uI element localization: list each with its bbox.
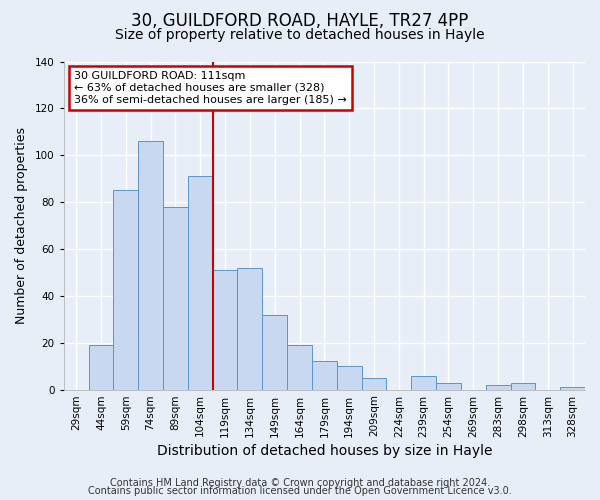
Text: Size of property relative to detached houses in Hayle: Size of property relative to detached ho… bbox=[115, 28, 485, 42]
Bar bbox=[486, 385, 511, 390]
Bar bbox=[89, 345, 113, 390]
Bar bbox=[337, 366, 362, 390]
Bar bbox=[436, 382, 461, 390]
Bar bbox=[188, 176, 212, 390]
Bar bbox=[113, 190, 138, 390]
Text: Contains public sector information licensed under the Open Government Licence v3: Contains public sector information licen… bbox=[88, 486, 512, 496]
Text: Contains HM Land Registry data © Crown copyright and database right 2024.: Contains HM Land Registry data © Crown c… bbox=[110, 478, 490, 488]
Y-axis label: Number of detached properties: Number of detached properties bbox=[15, 127, 28, 324]
Bar bbox=[511, 382, 535, 390]
Bar bbox=[163, 207, 188, 390]
Text: 30, GUILDFORD ROAD, HAYLE, TR27 4PP: 30, GUILDFORD ROAD, HAYLE, TR27 4PP bbox=[131, 12, 469, 30]
Bar bbox=[411, 376, 436, 390]
Bar bbox=[238, 268, 262, 390]
Bar bbox=[287, 345, 312, 390]
Bar bbox=[138, 141, 163, 390]
X-axis label: Distribution of detached houses by size in Hayle: Distribution of detached houses by size … bbox=[157, 444, 492, 458]
Bar bbox=[312, 362, 337, 390]
Bar bbox=[362, 378, 386, 390]
Text: 30 GUILDFORD ROAD: 111sqm
← 63% of detached houses are smaller (328)
36% of semi: 30 GUILDFORD ROAD: 111sqm ← 63% of detac… bbox=[74, 72, 347, 104]
Bar bbox=[212, 270, 238, 390]
Bar bbox=[262, 314, 287, 390]
Bar bbox=[560, 387, 585, 390]
